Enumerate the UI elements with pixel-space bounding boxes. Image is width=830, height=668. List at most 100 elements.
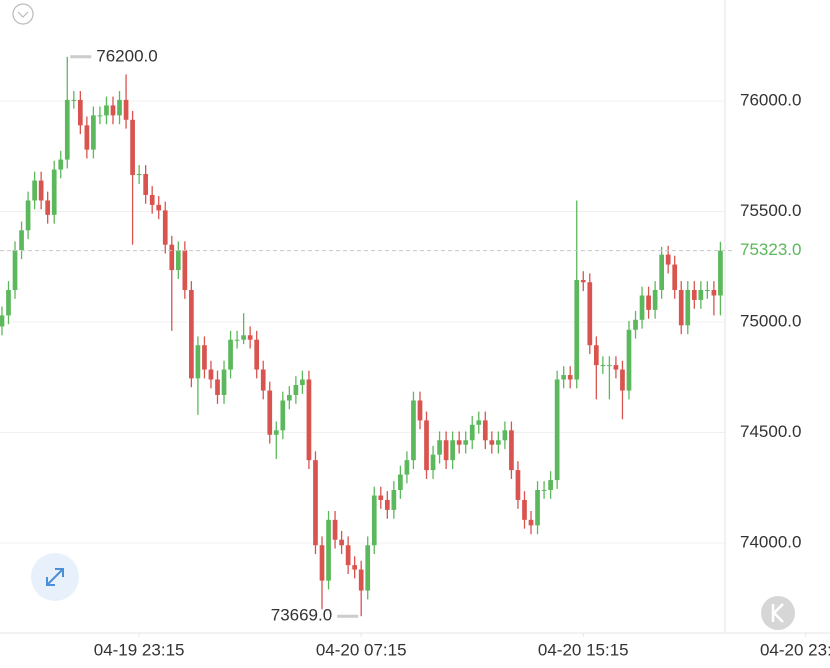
candle-body [71, 99, 77, 101]
candle-body [215, 379, 220, 395]
candle-body [64, 99, 70, 160]
candle-body [365, 545, 371, 591]
candle-body [110, 105, 116, 116]
candle-body [123, 99, 129, 120]
candle-body [620, 369, 625, 391]
candle-body [711, 289, 717, 296]
candle-body [561, 375, 567, 380]
candle-body [580, 280, 586, 283]
plot: 74000.0 74500.0 75000.0 75500.0 76000.0 04-19… [0, 46, 830, 659]
candle-body [182, 250, 188, 290]
candle-body [51, 169, 57, 215]
candle-body [156, 204, 162, 211]
candle-body [45, 200, 51, 215]
y-tick-label: 74000.0 [740, 533, 801, 552]
candle-body [691, 289, 697, 300]
candle-body [587, 282, 593, 346]
last-price-bg [732, 239, 830, 262]
candle-body [652, 289, 658, 310]
candle-body [391, 490, 397, 510]
candle-body [718, 250, 723, 296]
candle-body [228, 339, 233, 370]
candle-body [672, 264, 678, 290]
candle-body [77, 99, 83, 126]
candle-body [247, 335, 253, 340]
candle-body [437, 440, 442, 455]
candle-body [515, 470, 521, 500]
candle-body [456, 440, 462, 445]
candle-body [260, 369, 266, 391]
candle-body [352, 565, 358, 570]
candle-body [280, 400, 286, 431]
candle-body [38, 180, 44, 201]
candle-body [332, 519, 338, 540]
candle-body [313, 460, 318, 546]
candle-body [162, 210, 168, 245]
candle-body [522, 499, 527, 520]
y-tick-label: 74500.0 [740, 422, 801, 441]
candle-body [417, 400, 423, 421]
candle-body [254, 339, 260, 370]
candle-body [639, 295, 645, 320]
x-tick-label: 04-19 23:15 [94, 640, 185, 659]
candle-body [404, 460, 410, 475]
y-tick-label: 75000.0 [740, 312, 801, 331]
candle-body [371, 495, 377, 546]
candle-body [339, 539, 344, 546]
candle-body [482, 420, 488, 441]
candle-body [509, 430, 514, 471]
candle-body [273, 430, 279, 435]
candle-body [221, 369, 227, 395]
candle-body [600, 365, 606, 367]
candle-body [97, 115, 103, 117]
candle-body [0, 315, 5, 327]
candle-body [659, 254, 664, 290]
candle-body [665, 254, 671, 265]
candle-body [32, 180, 37, 201]
candle-body [319, 545, 325, 581]
candle-body [58, 159, 64, 170]
candle-body [202, 345, 207, 370]
collapse-icon[interactable] [12, 3, 34, 25]
candle-body [678, 289, 684, 326]
last-price-label: 75323.0 [740, 240, 801, 259]
candle-body [234, 339, 240, 341]
candle-body [130, 119, 135, 176]
candle-body [607, 365, 612, 367]
candle-body [19, 230, 24, 251]
candle-body [293, 385, 299, 395]
candle-body [345, 545, 351, 566]
candle-body [705, 289, 710, 291]
candle-body [626, 329, 632, 391]
candle-body [326, 519, 331, 581]
candle-body [300, 379, 305, 386]
candle-body [169, 244, 175, 271]
candle-body [685, 289, 691, 326]
candle-body [175, 250, 181, 271]
candle-body [469, 424, 475, 441]
annotation-label: 73669.0 [271, 606, 332, 625]
y-tick-label: 76000.0 [740, 90, 801, 109]
candle-body [6, 289, 11, 316]
k-button[interactable] [761, 596, 795, 630]
candle-body [143, 173, 149, 195]
candle-body [528, 519, 534, 526]
candle-body [463, 440, 469, 445]
candle-body [646, 295, 651, 310]
candle-body [424, 420, 429, 471]
candle-body [443, 440, 449, 461]
candle-body [91, 115, 96, 150]
candle-body [496, 440, 501, 445]
candle-body [574, 280, 580, 380]
candle-body [136, 173, 142, 176]
y-tick-label: 75500.0 [740, 201, 801, 220]
candle-body [450, 440, 455, 461]
candle-body [195, 345, 201, 379]
candle-body [241, 335, 246, 340]
expand-button[interactable] [31, 553, 79, 601]
candle-body [84, 125, 90, 150]
candle-body [430, 454, 436, 471]
candle-body [306, 379, 312, 461]
candle-body [548, 480, 553, 491]
